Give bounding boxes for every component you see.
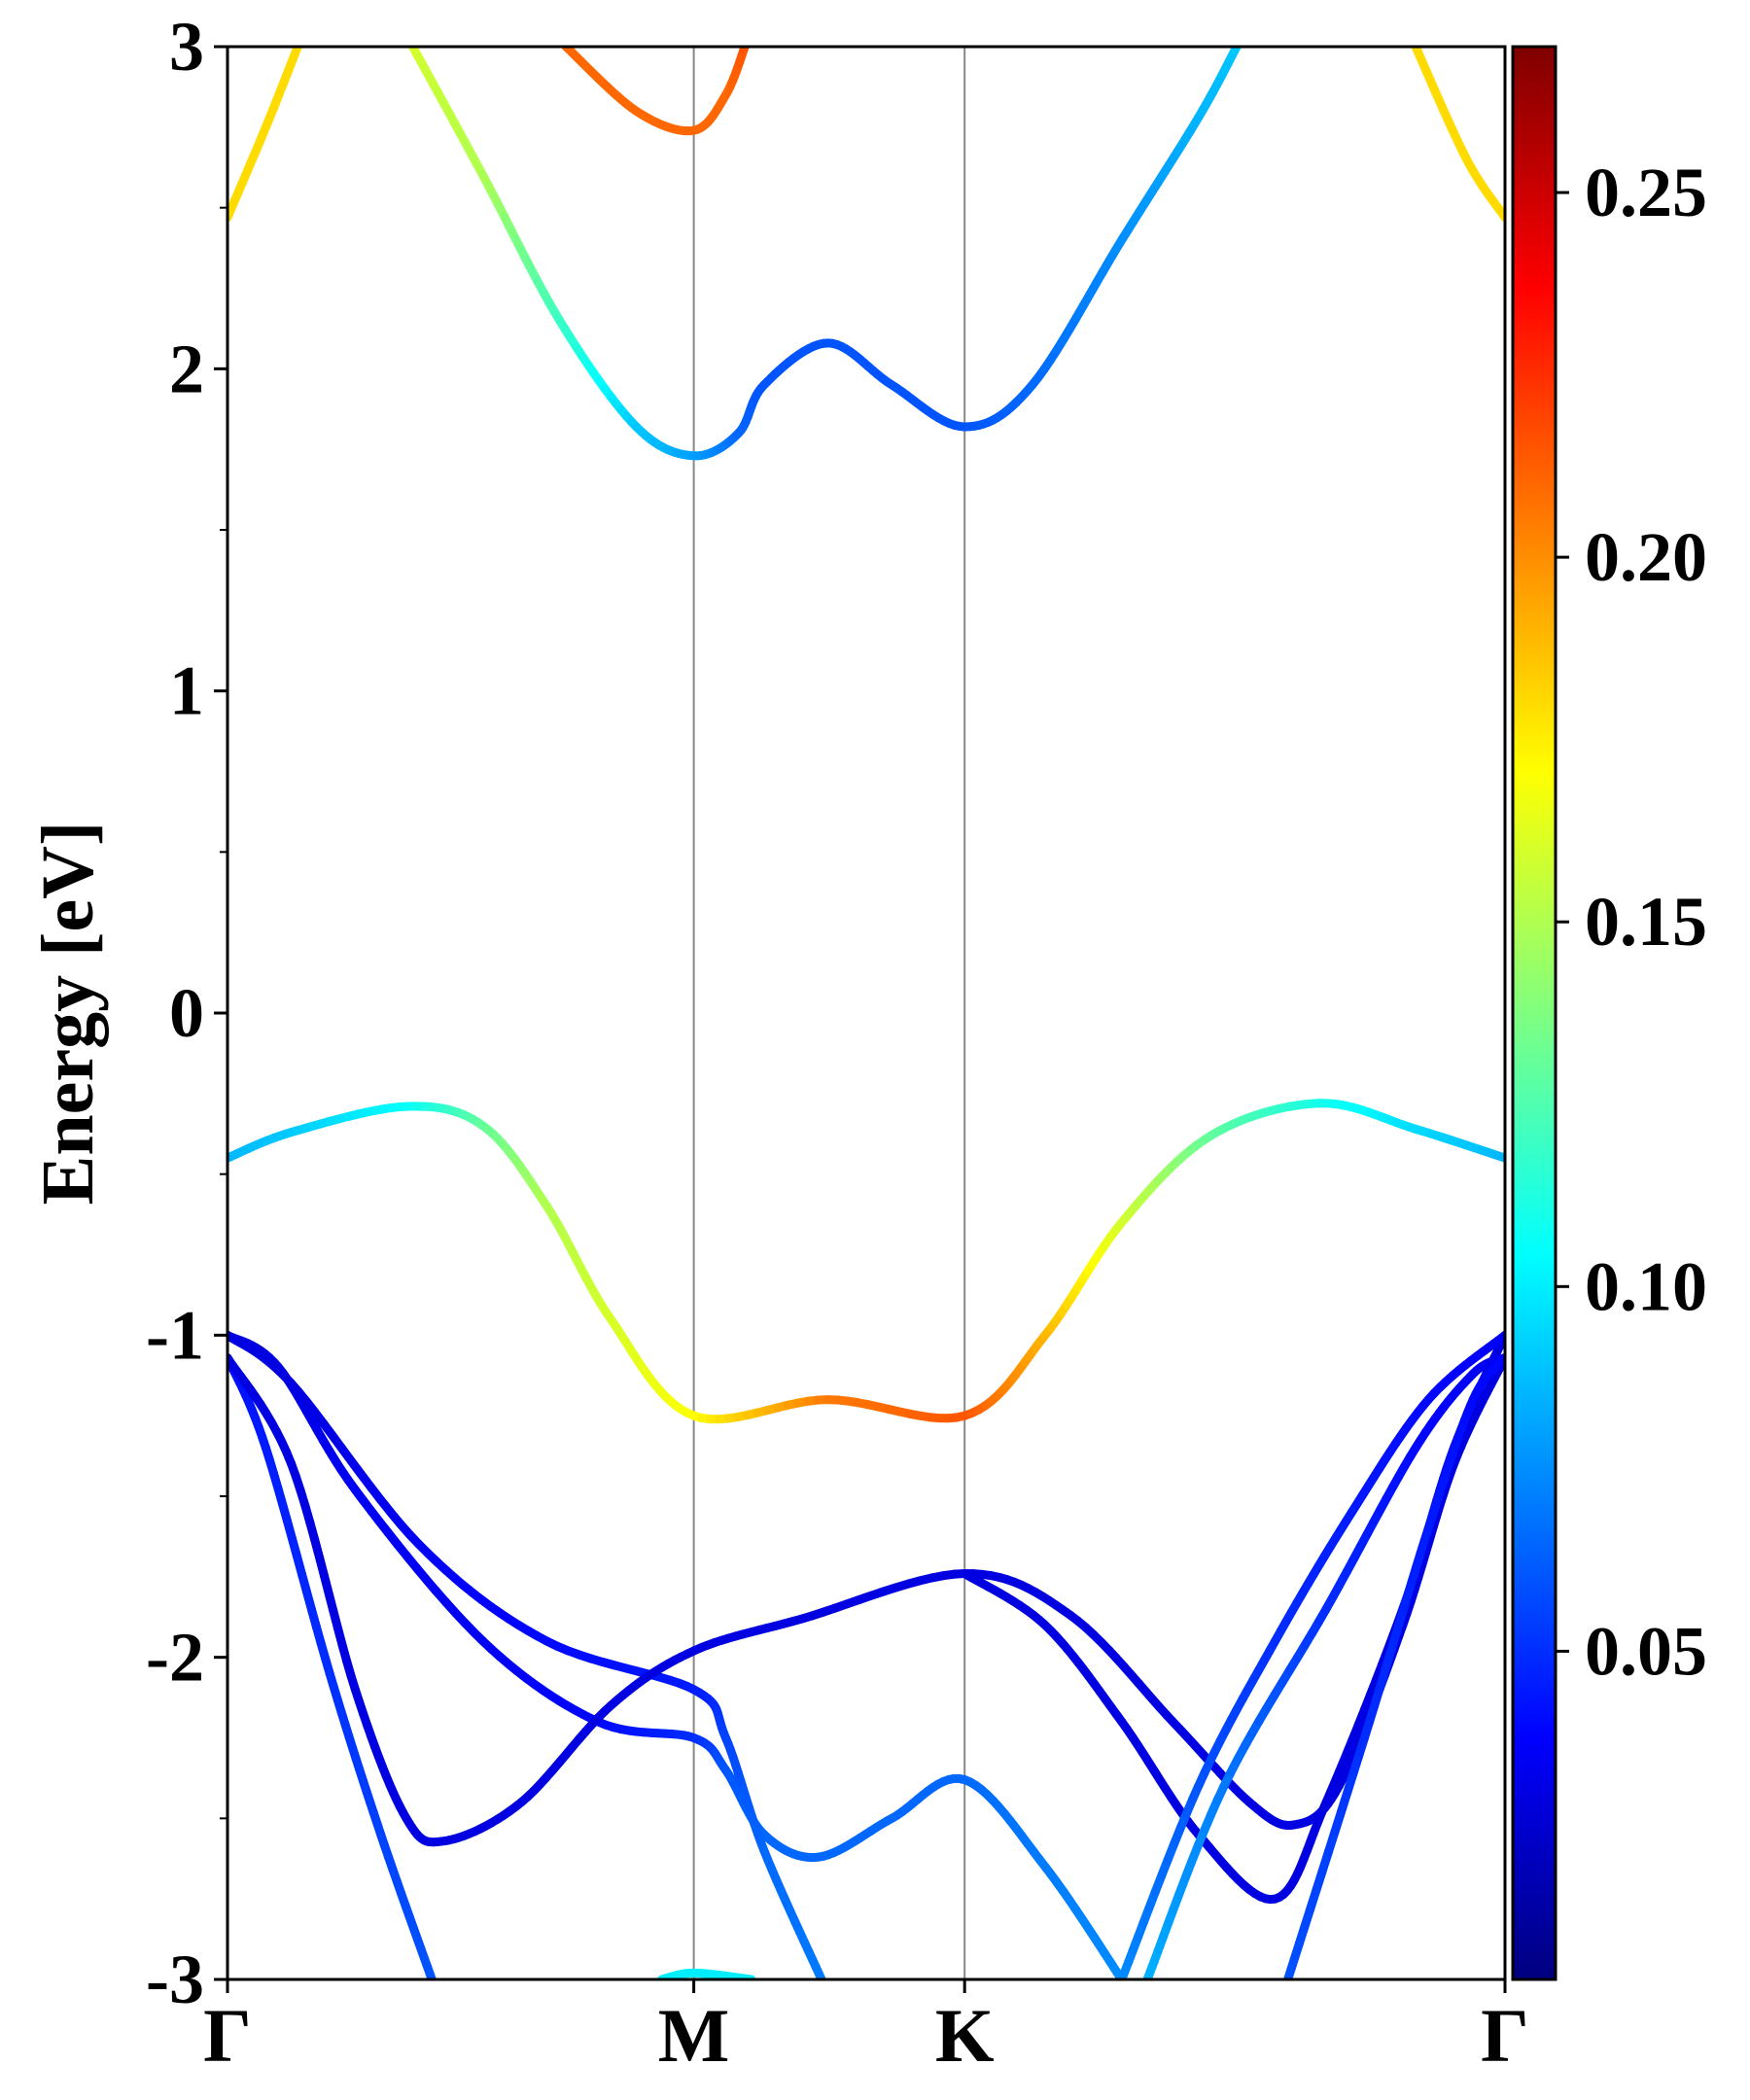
colorbar-tick-label: 0.05 xyxy=(1585,1612,1707,1690)
y-axis-ticks: -3 -2 -1 0 1 2 3 xyxy=(146,8,228,2018)
y-tick-label: 1 xyxy=(169,652,204,730)
y-tick-label: 2 xyxy=(169,330,204,407)
y-tick-label: 3 xyxy=(169,8,204,86)
band-series xyxy=(1283,1353,1505,1979)
y-tick-label: -2 xyxy=(146,1619,204,1697)
plot-frame xyxy=(226,45,1507,1981)
band-series xyxy=(228,1353,1505,1847)
colorbar-tick-label: 0.10 xyxy=(1585,1247,1707,1325)
y-tick-label: 0 xyxy=(169,974,204,1052)
colorbar-ticks: 0.05 0.10 0.15 0.20 0.25 xyxy=(1556,154,1707,1690)
band-series xyxy=(408,47,1242,461)
colorbar-tick-label: 0.15 xyxy=(1585,883,1707,961)
band-series xyxy=(960,1330,1505,1905)
x-tick-label: Γ xyxy=(1481,1993,1529,2078)
band-series xyxy=(228,1099,1505,1424)
colorbar-tick-label: 0.20 xyxy=(1585,518,1707,596)
band-series xyxy=(228,47,302,223)
y-tick-label: -1 xyxy=(146,1296,204,1374)
y-axis-label: Energy [eV] xyxy=(27,822,109,1206)
band-lines xyxy=(228,47,1505,1979)
y-tick-label: -3 xyxy=(146,1941,204,2018)
band-series xyxy=(1411,47,1505,223)
x-tick-label: K xyxy=(935,1993,995,2078)
x-tick-label: Γ xyxy=(203,1993,252,2078)
band-series xyxy=(1142,1353,1505,1979)
band-series xyxy=(228,1353,437,1979)
colorbar-tick-label: 0.25 xyxy=(1585,154,1707,231)
kpoint-lines xyxy=(692,47,966,1979)
band-series xyxy=(1117,1330,1505,1979)
colorbar xyxy=(1511,45,1558,1981)
band-series xyxy=(561,47,750,136)
x-tick-label: M xyxy=(658,1993,730,2078)
